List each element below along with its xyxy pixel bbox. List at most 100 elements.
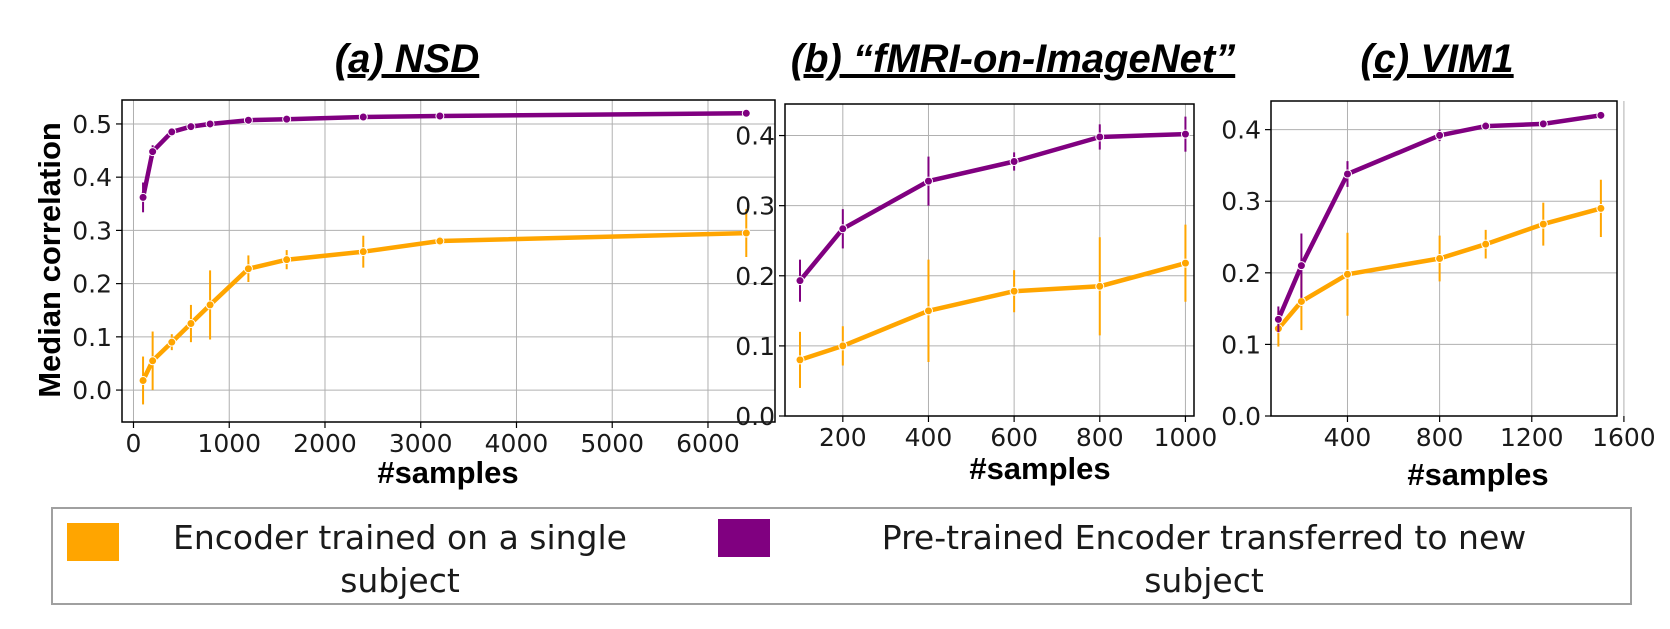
panel-a-single-point-7	[358, 247, 368, 257]
panel-c-axes-frame	[1270, 100, 1618, 417]
panel-c-pretrained-point-3	[1435, 130, 1445, 140]
legend-label-single-line1: Encoder trained on a single	[173, 518, 627, 557]
panel-c-title: (c) VIM1	[1360, 37, 1513, 81]
panel-c-x-tick-label-2: 1200	[1500, 423, 1564, 452]
panel-b-single-point-2	[923, 306, 933, 316]
panel-b-x-axis-label: #samples	[969, 451, 1110, 486]
panel-a-title: (a) NSD	[335, 37, 479, 81]
panel-a-x-tick-label-1: 1000	[197, 429, 261, 458]
panel-a-y-tick-label-5: 0.5	[72, 110, 112, 139]
panel-b-pretrained-point-2	[923, 176, 933, 186]
panel-b-x-tick-label-3: 800	[1076, 423, 1124, 452]
panel-c-pretrained-point-0	[1273, 314, 1283, 324]
panel-a-x-tick-label-5: 5000	[580, 429, 644, 458]
panel-c-y-tick-label-2: 0.2	[1221, 259, 1261, 288]
panel-a-y-tick-label-2: 0.2	[72, 270, 112, 299]
panel-c-pretrained-point-5	[1538, 119, 1548, 129]
panel-b-pretrained-point-0	[795, 276, 805, 286]
panel-a-single-line	[140, 230, 749, 383]
panel-a: (a) NSD Median correlation #samples 0 100…	[32, 37, 776, 490]
panel-a-single-point-2	[167, 337, 177, 347]
panel-b-single-point-5	[1180, 258, 1190, 268]
panel-c-pretrained-point-1	[1296, 261, 1306, 271]
panel-b-title: (b) “fMRI-on-ImageNet”	[791, 37, 1235, 81]
panel-b: (b) “fMRI-on-ImageNet” #samples 200 400 60…	[735, 37, 1235, 486]
panel-b-y-tick-label-1: 0.1	[735, 332, 775, 361]
panel-a-pretrained-point-3	[186, 122, 196, 132]
panel-b-y-tick-label-2: 0.2	[735, 262, 775, 291]
panel-b-y-tick-label-3: 0.3	[735, 192, 775, 221]
panel-c-y-tick-label-3: 0.3	[1221, 187, 1261, 216]
panel-c-x-axis-label: #samples	[1407, 457, 1548, 492]
panel-b-x-tick-label-0: 200	[819, 423, 867, 452]
panel-a-x-axis-label: #samples	[377, 455, 518, 490]
panel-a-single-point-6	[282, 255, 292, 265]
panel-a-y-tick-label-3: 0.3	[72, 216, 112, 245]
panel-c-single-point-4	[1481, 239, 1491, 249]
panel-c-y-tick-label-4: 0.4	[1221, 116, 1261, 145]
panel-b-pretrained-point-3	[1009, 156, 1019, 166]
panel-a-x-tick-label-0: 0	[126, 429, 142, 458]
panel-a-pretrained-point-1	[148, 147, 158, 157]
legend-frame	[51, 507, 1632, 605]
panel-b-axes-frame	[784, 103, 1195, 417]
panel-b-single-point-0	[795, 355, 805, 365]
panel-a-pretrained-point-8	[435, 111, 445, 121]
panel-c-x-tick-label-0: 400	[1324, 423, 1372, 452]
panel-c-y-tick-label-1: 0.1	[1221, 330, 1261, 359]
legend: Encoder trained on a single subject Pre-…	[51, 507, 1632, 605]
panel-b-x-tick-label-4: 1000	[1154, 423, 1218, 452]
panel-c-x-tick-label-3: 1600	[1592, 423, 1656, 452]
panel-a-y-tick-label-4: 0.4	[72, 163, 112, 192]
panel-a-single-point-1	[148, 356, 158, 366]
panel-a-pretrained-point-4	[205, 119, 215, 129]
panel-a-pretrained-point-5	[243, 115, 253, 125]
panel-a-y-tick-label-1: 0.1	[72, 323, 112, 352]
legend-label-pretrained-line1: Pre-trained Encoder transferred to new	[882, 518, 1526, 557]
panel-a-x-tick-label-4: 4000	[485, 429, 549, 458]
panel-a-y-tick-label-0: 0.0	[72, 376, 112, 405]
legend-label-single-line2: subject	[340, 561, 460, 600]
panel-a-pretrained-point-7	[358, 112, 368, 122]
panel-a-x-tick-label-6: 6000	[676, 429, 740, 458]
panel-b-pretrained-point-5	[1180, 129, 1190, 139]
panel-c-single-point-6	[1596, 203, 1606, 213]
panel-b-pretrained-line	[797, 131, 1188, 283]
panel-c-pretrained-point-4	[1481, 121, 1491, 131]
panel-b-y-tick-label-4: 0.4	[735, 122, 775, 151]
panel-a-pretrained-point-9	[741, 108, 751, 118]
panel-a-single-point-0	[138, 375, 148, 385]
panel-a-single-point-4	[205, 300, 215, 310]
panel-b-y-tick-label-0: 0.0	[735, 402, 775, 431]
panel-c-single-point-3	[1435, 254, 1445, 263]
panel-b-single-point-4	[1095, 281, 1105, 291]
panel-a-single-point-5	[243, 264, 253, 274]
panel-a-single-point-8	[435, 236, 445, 246]
panel-a-pretrained-line	[140, 111, 749, 200]
panel-b-pretrained-point-4	[1095, 132, 1105, 142]
panel-c-pretrained-point-6	[1596, 110, 1606, 120]
panel-b-single-point-3	[1009, 286, 1019, 296]
panel-b-x-tick-label-1: 400	[905, 423, 953, 452]
panel-c-pretrained-point-2	[1342, 169, 1352, 179]
panel-a-x-tick-label-3: 3000	[389, 429, 453, 458]
panel-a-pretrained-point-6	[282, 114, 292, 124]
panel-b-pretrained-point-1	[838, 224, 848, 234]
panel-c-single-point-1	[1296, 296, 1306, 306]
panel-c-y-tick-label-0: 0.0	[1221, 402, 1261, 431]
panel-b-single-line	[797, 260, 1188, 363]
panel-a-pretrained-point-0	[138, 192, 148, 202]
panel-a-single-point-9	[741, 228, 751, 238]
panel-a-pretrained-point-2	[167, 127, 177, 137]
panel-b-x-tick-label-2: 600	[990, 423, 1038, 452]
legend-swatch-pretrained	[718, 519, 770, 557]
panel-a-x-tick-label-2: 2000	[293, 429, 357, 458]
panel-c-single-point-5	[1538, 219, 1548, 229]
legend-label-pretrained-line2: subject	[1144, 561, 1264, 600]
panel-c: (c) VIM1 #samples 400 800 1200 1600 0.0 0.1 0.…	[1221, 37, 1655, 492]
panel-a-y-axis-label: Median correlation	[32, 122, 67, 398]
panel-a-single-point-3	[186, 319, 196, 329]
panel-c-x-tick-label-1: 800	[1416, 423, 1464, 452]
panel-b-single-point-1	[838, 341, 848, 351]
